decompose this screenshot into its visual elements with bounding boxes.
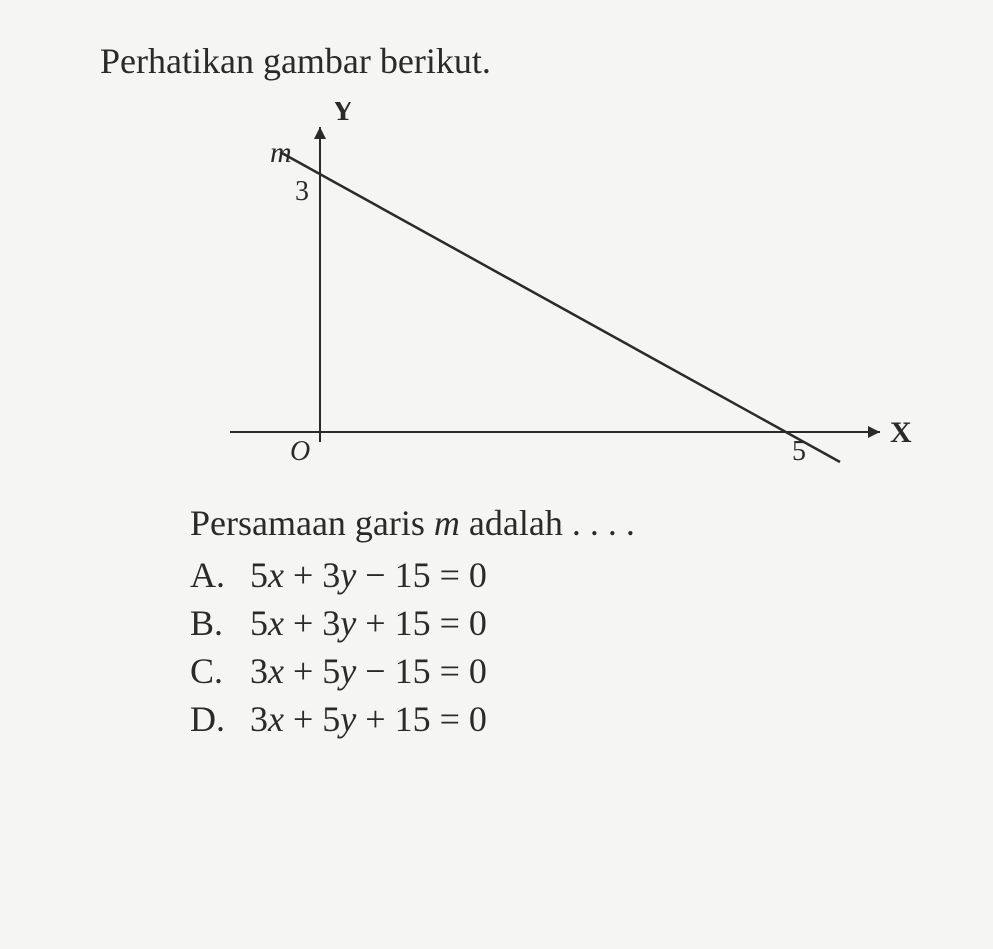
question-suffix: adalah . . . . (460, 503, 635, 543)
option-d: D. 3x + 5y + 15 = 0 (190, 698, 933, 740)
question-prefix: Persamaan garis (190, 503, 434, 543)
question-prompt: Persamaan garis m adalah . . . . (190, 502, 933, 544)
x-intercept-label: 5 (792, 436, 806, 467)
line-m (280, 152, 840, 462)
option-c-expr: 3x + 5y − 15 = 0 (250, 650, 487, 692)
x-axis-arrow (868, 426, 880, 438)
option-b: B. 5x + 3y + 15 = 0 (190, 602, 933, 644)
y-axis-arrow (314, 127, 326, 139)
y-intercept-label: 3 (295, 176, 309, 207)
option-letter-a: A. (190, 554, 250, 596)
line-m-label: m (270, 136, 292, 169)
option-d-expr: 3x + 5y + 15 = 0 (250, 698, 487, 740)
origin-label: O (290, 436, 310, 467)
question-variable: m (434, 503, 460, 543)
graph-figure: Y X O m 3 5 (220, 102, 920, 482)
option-a-expr: 5x + 3y − 15 = 0 (250, 554, 487, 596)
x-axis-label: X (890, 416, 912, 449)
line-graph-svg: Y X O m 3 5 (220, 102, 920, 482)
answer-options: A. 5x + 3y − 15 = 0 B. 5x + 3y + 15 = 0 … (190, 554, 933, 740)
instruction-text: Perhatikan gambar berikut. (100, 40, 933, 82)
option-a: A. 5x + 3y − 15 = 0 (190, 554, 933, 596)
option-c: C. 3x + 5y − 15 = 0 (190, 650, 933, 692)
y-axis-label: Y (332, 102, 354, 127)
option-letter-b: B. (190, 602, 250, 644)
option-letter-c: C. (190, 650, 250, 692)
option-b-expr: 5x + 3y + 15 = 0 (250, 602, 487, 644)
option-letter-d: D. (190, 698, 250, 740)
